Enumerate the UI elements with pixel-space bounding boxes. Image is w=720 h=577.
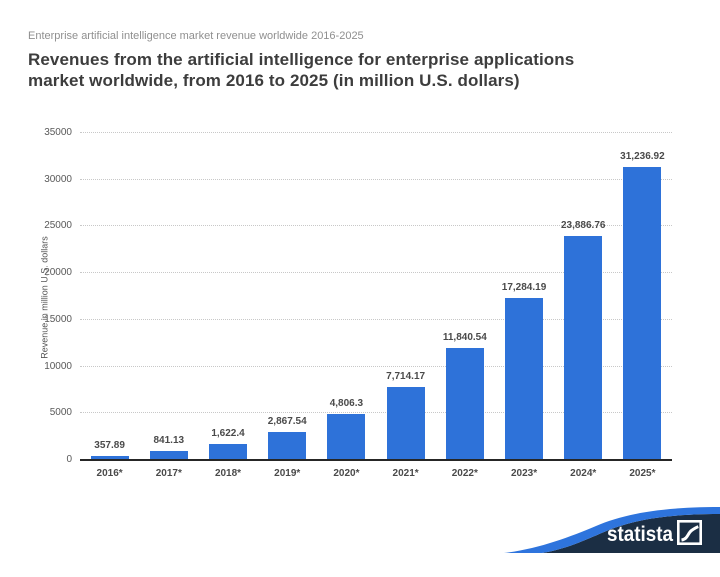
- bar-slot: 7,714.17: [376, 134, 435, 459]
- y-tick-label: 0: [66, 454, 72, 465]
- statista-logo-swoosh: statista: [504, 507, 720, 553]
- y-tick-label: 30000: [44, 173, 72, 185]
- bar-value-label: 1,622.4: [211, 427, 245, 439]
- bar: [209, 443, 247, 459]
- y-tick-label: 35000: [44, 127, 72, 138]
- x-axis-row: 2016* 2017* 2018* 2019* 2020* 2021* 2022* 2023*…: [80, 468, 672, 479]
- x-tick-label: 2018*: [214, 468, 242, 479]
- x-tick-label: 2022*: [451, 468, 478, 479]
- bar-value-label: 31,236.92: [620, 151, 665, 163]
- bar: [327, 414, 366, 459]
- gridline: [80, 272, 672, 274]
- gridline: [80, 412, 672, 414]
- bar-slot: 17,284.19: [494, 134, 553, 459]
- bar-slot: 23,886.76: [554, 134, 613, 459]
- chart-title-line-1: Revenues from the artificial intelligenc…: [28, 50, 575, 69]
- gridline: [80, 178, 672, 180]
- x-tick-label: 2024*: [570, 468, 597, 479]
- x-tick-label: 2017*: [155, 468, 182, 479]
- bar-slot: 841.13: [139, 134, 198, 459]
- bar: [268, 432, 307, 459]
- gridline: [80, 225, 672, 227]
- bar-chart: Revenue in million U.S. dollars 357.89 84…: [40, 127, 672, 479]
- bar-slot: 31,236.92: [613, 134, 672, 459]
- statista-logo: statista: [500, 504, 720, 554]
- x-tick-label: 2016*: [96, 468, 123, 479]
- y-axis-title: Revenue in million U.S. dollars: [39, 236, 50, 359]
- bar-value-label: 7,714.17: [386, 370, 426, 382]
- chart-header: Enterprise artificial intelligence marke…: [28, 30, 668, 91]
- bars-row: 357.89 841.13 1,622.4 2,867.54 4,806.3 7,714.…: [80, 134, 672, 459]
- bar-slot: 4,806.3: [317, 134, 376, 459]
- x-tick-label: 2023*: [510, 468, 538, 479]
- gridline: [80, 132, 672, 133]
- bar-slot: 11,840.54: [435, 134, 494, 459]
- statista-wordmark: statista: [607, 523, 673, 546]
- bar: [149, 451, 188, 459]
- bar-slot: 2,867.54: [258, 134, 317, 459]
- bar: [505, 297, 544, 459]
- y-tick-label: 15000: [44, 313, 72, 325]
- chart-title-line-2: market worldwide, from 2016 to 2025 (in …: [28, 71, 520, 90]
- y-tick-label: 5000: [49, 407, 72, 419]
- bar-slot: 1,622.4: [198, 134, 257, 459]
- x-tick-label: 2020*: [333, 468, 360, 479]
- bar-value-label: 357.89: [94, 439, 125, 451]
- x-tick-label: 2021*: [392, 468, 419, 479]
- bar: [623, 167, 662, 459]
- bar-slot: 357.89: [80, 134, 139, 459]
- bar-value-label: 4,806.3: [329, 398, 364, 410]
- y-tick-label: 20000: [44, 267, 72, 279]
- bar-value-label: 11,840.54: [442, 332, 487, 344]
- x-tick-label: 2019*: [274, 468, 301, 479]
- x-tick-label: 2025*: [629, 468, 656, 479]
- bar-value-label: 17,284.19: [501, 281, 547, 293]
- y-tick-label: 10000: [44, 360, 72, 372]
- bar: [564, 235, 603, 459]
- bar: [90, 455, 129, 459]
- chart-subtitle: Enterprise artificial intelligence marke…: [28, 30, 364, 42]
- bar-value-label: 841.13: [153, 435, 185, 447]
- y-tick-label: 25000: [44, 220, 72, 232]
- bar-value-label: 23,886.76: [560, 219, 606, 231]
- gridline: [80, 318, 672, 320]
- bar-value-label: 2,867.54: [267, 416, 307, 428]
- bar: [386, 386, 425, 459]
- bar: [445, 348, 484, 459]
- gridline: [80, 365, 672, 367]
